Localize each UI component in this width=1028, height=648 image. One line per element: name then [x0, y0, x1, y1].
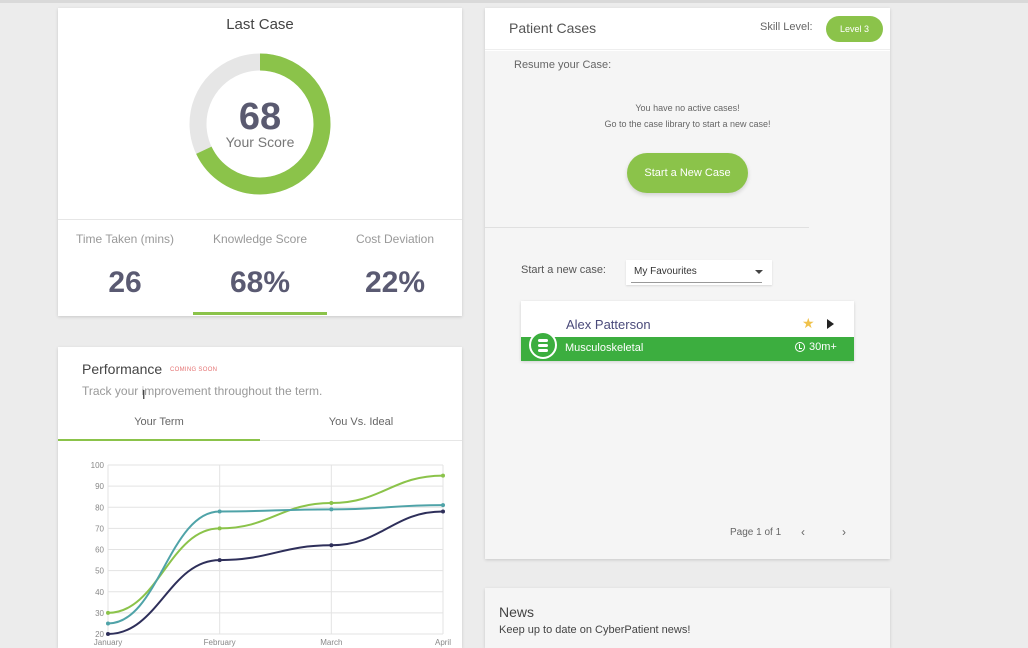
- y-tick-label: 60: [95, 546, 104, 555]
- select-underline: [631, 282, 762, 283]
- y-tick-label: 30: [95, 609, 104, 618]
- patient-cases-title: Patient Cases: [509, 20, 597, 36]
- case-duration: 30m+: [809, 341, 837, 353]
- stats-divider: [58, 219, 462, 220]
- series-point: [441, 503, 445, 508]
- series-point: [106, 621, 110, 626]
- start-new-case-label: Start a new case:: [521, 264, 606, 276]
- clock-icon: [795, 342, 805, 352]
- play-icon[interactable]: [827, 319, 834, 329]
- case-category: Musculoskeletal: [565, 342, 644, 354]
- series-point: [217, 526, 222, 531]
- stat-value: 22%: [364, 266, 426, 299]
- pagination-label: Page 1 of 1: [730, 527, 782, 538]
- tab-your-term[interactable]: Your Term: [58, 405, 260, 441]
- patient-cases-card: Patient Cases Skill Level: Level 3 Resum…: [485, 8, 890, 559]
- score-label: Your Score: [225, 134, 295, 150]
- x-tick-label: January: [94, 638, 122, 647]
- last-case-card: Last Case 68 Your Score Time Taken (mins…: [58, 8, 462, 316]
- patient-cases-body: Resume your Case: You have no active cas…: [485, 51, 890, 559]
- x-tick-label: April: [435, 638, 451, 647]
- y-tick-label: 90: [95, 482, 104, 491]
- news-subtitle: Keep up to date on CyberPatient news!: [499, 624, 691, 636]
- stat-knowledge-score[interactable]: Knowledge Score 68%: [193, 232, 327, 300]
- top-border: [0, 0, 1028, 3]
- y-tick-label: 80: [95, 503, 104, 512]
- last-case-title: Last Case: [226, 16, 294, 33]
- stat-time-taken[interactable]: Time Taken (mins) 26: [58, 232, 192, 300]
- coming-soon-badge: COMING SOON: [170, 367, 218, 373]
- chevron-down-icon: [755, 270, 763, 274]
- chart-labels: 20 30 40 50 60 70 80 90 100 January February March A…: [91, 461, 452, 647]
- x-tick-label: February: [204, 638, 236, 647]
- case-category-bar: Musculoskeletal 30m+: [521, 337, 854, 361]
- y-tick-label: 40: [95, 588, 104, 597]
- y-tick-label: 50: [95, 567, 104, 576]
- star-icon[interactable]: ★: [802, 315, 815, 331]
- case-filter-value: My Favourites: [634, 266, 697, 277]
- score-value: 68: [238, 96, 282, 138]
- stat-label: Time Taken (mins): [75, 232, 175, 246]
- performance-chart: 20 30 40 50 60 70 80 90 100 January February March A…: [91, 461, 452, 647]
- skill-level-badge[interactable]: Level 3: [826, 16, 883, 42]
- chevron-right-icon[interactable]: ›: [842, 525, 846, 539]
- news-title: News: [499, 604, 535, 620]
- chart-lines: [106, 473, 445, 636]
- tab-you-vs-ideal[interactable]: You Vs. Ideal: [260, 405, 462, 441]
- series-point: [106, 632, 110, 636]
- musculoskeletal-icon: [529, 331, 557, 359]
- performance-card: Performance COMING SOON Track your impro…: [58, 347, 462, 648]
- patient-cases-header: Patient Cases Skill Level: Level 3: [485, 8, 890, 50]
- selected-stat-indicator: [193, 312, 327, 315]
- series-line-1: [107, 504, 444, 625]
- stat-value: 26: [108, 266, 142, 299]
- chart-grid: [107, 464, 444, 635]
- performance-title: Performance: [82, 361, 163, 377]
- series-point: [441, 473, 445, 478]
- no-active-cases-message: You have no active cases! Go to the case…: [485, 100, 890, 132]
- series-point: [217, 558, 222, 563]
- section-divider: [485, 227, 809, 228]
- series-line-2: [107, 510, 444, 635]
- series-point: [329, 543, 334, 548]
- series-point: [329, 507, 334, 512]
- case-library-hint: Go to the case library to start a new ca…: [604, 119, 771, 129]
- donut-progress: [189, 53, 331, 195]
- skill-level-label: Skill Level:: [760, 21, 813, 33]
- x-tick-label: March: [320, 638, 342, 647]
- y-tick-label: 20: [95, 630, 104, 639]
- y-tick-label: 70: [95, 524, 104, 533]
- score-donut: [189, 53, 331, 195]
- case-item[interactable]: Alex Patterson ★ Musculoskeletal 30m+: [521, 301, 854, 361]
- resume-case-label: Resume your Case:: [514, 59, 612, 71]
- y-tick-label: 100: [91, 461, 105, 470]
- stat-label: Knowledge Score: [212, 232, 308, 246]
- chevron-left-icon[interactable]: ‹: [801, 525, 805, 539]
- news-card: News Keep up to date on CyberPatient new…: [485, 588, 890, 648]
- series-point: [329, 501, 334, 506]
- stat-label: Cost Deviation: [355, 232, 435, 246]
- start-new-case-button[interactable]: Start a New Case: [627, 153, 748, 193]
- no-active-line: You have no active cases!: [635, 103, 740, 113]
- case-patient-name: Alex Patterson: [566, 317, 651, 332]
- text-cursor-icon: I: [142, 388, 146, 402]
- stat-cost-deviation[interactable]: Cost Deviation 22%: [328, 232, 462, 300]
- series-point: [106, 610, 110, 615]
- stat-value: 68%: [229, 266, 291, 299]
- case-filter-select[interactable]: My Favourites: [626, 260, 772, 285]
- series-line-0: [107, 474, 444, 614]
- performance-subtitle: Track your improvement throughout the te…: [82, 384, 323, 398]
- series-point: [217, 509, 222, 514]
- series-point: [441, 509, 445, 514]
